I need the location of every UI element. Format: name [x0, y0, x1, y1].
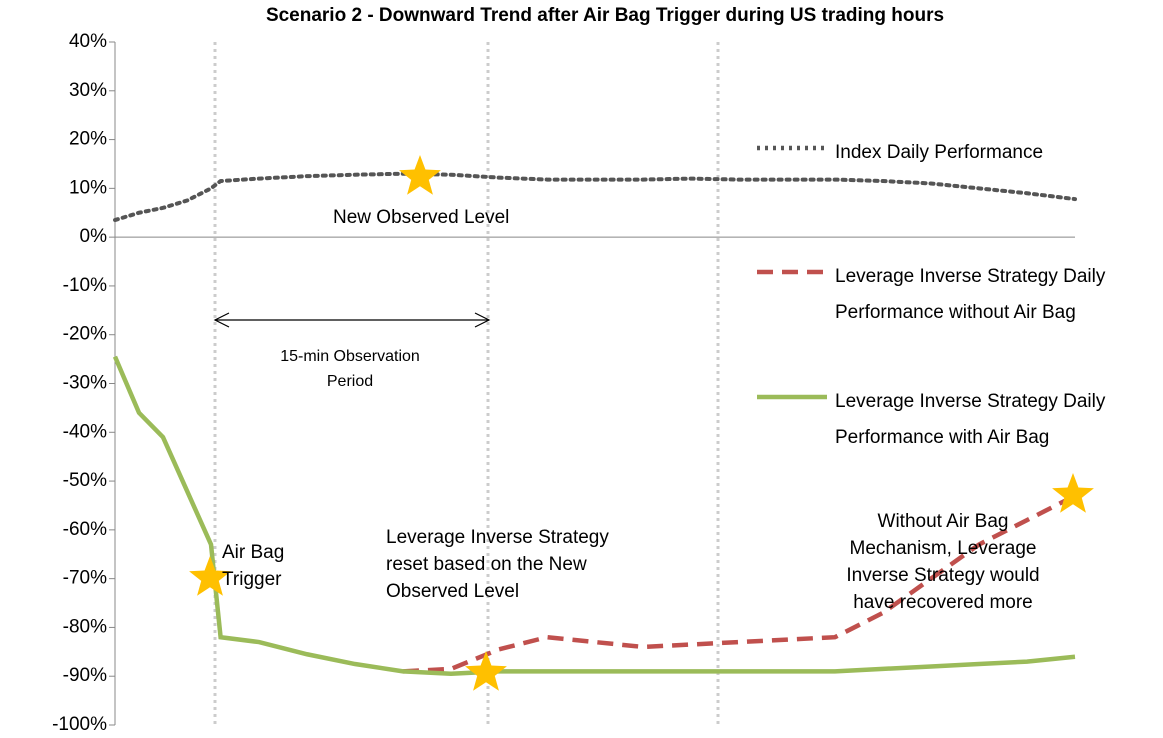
star — [399, 155, 441, 195]
y-tick-label: -80% — [63, 616, 107, 637]
arrow-head — [213, 312, 230, 328]
annotation: 15-min Observation Period — [280, 348, 420, 390]
chart-title: Scenario 2 - Downward Trend after Air Ba… — [266, 5, 944, 26]
y-tick-label: -100% — [52, 714, 107, 735]
star — [1052, 473, 1094, 513]
arrow-head — [474, 312, 491, 328]
y-tick-label: -90% — [63, 665, 107, 686]
y-tick-label: 20% — [69, 129, 107, 150]
series-line — [402, 493, 1077, 674]
annotation: Leverage Inverse Strategy reset based on… — [386, 527, 609, 602]
annotation: Air Bag Trigger — [222, 542, 285, 590]
y-tick-label: -20% — [63, 324, 107, 345]
y-tick-label: 0% — [80, 226, 108, 247]
reference-lines — [213, 42, 720, 725]
legend-label: Index Daily Performance — [835, 142, 1044, 163]
y-tick-label: -10% — [63, 275, 107, 296]
arrow — [213, 312, 491, 328]
y-tick-label: -30% — [63, 373, 107, 394]
series-line — [113, 171, 1077, 223]
y-tick-label: 30% — [69, 80, 107, 101]
annotation: Without Air Bag Mechanism, Leverage Inve… — [846, 511, 1040, 613]
series-line — [112, 355, 1076, 677]
y-tick-label: -70% — [63, 568, 107, 589]
y-tick-label: -60% — [63, 519, 107, 540]
y-tick-label: -40% — [63, 421, 107, 442]
y-tick-label: 40% — [69, 31, 107, 52]
y-tick-label: -50% — [63, 470, 107, 491]
legend-label: Leverage Inverse Strategy Daily Performa… — [835, 391, 1106, 448]
star — [189, 556, 231, 596]
y-tick-label: 10% — [69, 177, 107, 198]
star — [465, 651, 507, 691]
annotation: New Observed Level — [333, 207, 510, 228]
legend-label: Leverage Inverse Strategy Daily Performa… — [835, 266, 1106, 323]
